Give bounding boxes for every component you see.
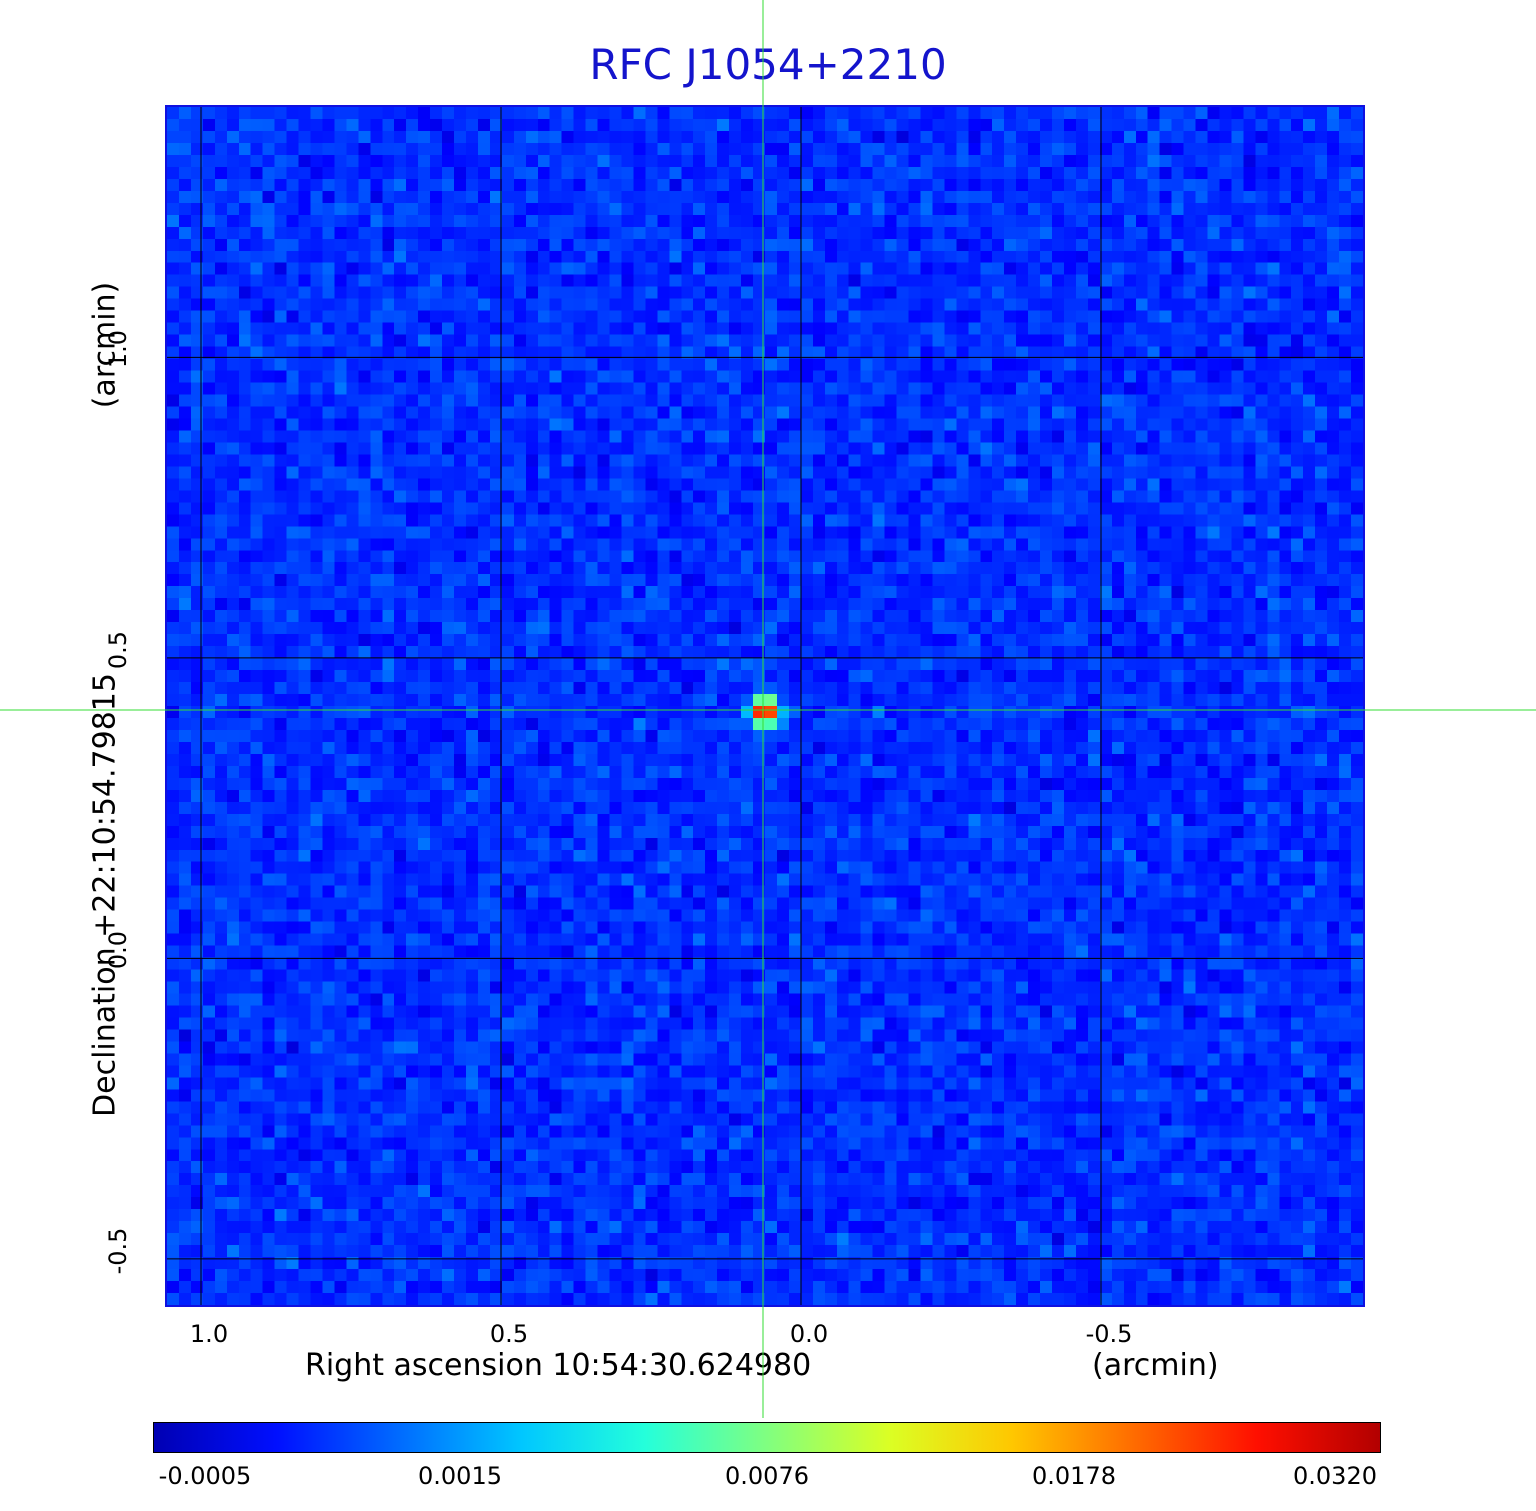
y-tick-label: 0.5 <box>104 630 132 669</box>
chart-title: RFC J1054+2210 <box>589 40 947 89</box>
colorbar-tick-label: 0.0015 <box>418 1462 502 1490</box>
colorbar-tick-label: 0.0076 <box>725 1462 809 1490</box>
x-tick-label: 0.5 <box>489 1320 529 1348</box>
x-axis-label: Right ascension 10:54:30.624980 <box>305 1348 812 1383</box>
x-tick-label: 0.0 <box>789 1320 829 1348</box>
y-axis-label: Declination +22:10:54.79815 <box>87 673 123 1117</box>
colorbar <box>153 1422 1381 1453</box>
x-tick-label: -0.5 <box>1085 1320 1133 1348</box>
x-tick-label: 1.0 <box>189 1320 229 1348</box>
colorbar-tick-label: 0.0320 <box>1293 1462 1377 1490</box>
colorbar-tick-label: 0.0178 <box>1032 1462 1116 1490</box>
image-plot-area[interactable] <box>165 105 1365 1307</box>
y-axis-unit: (arcmin) <box>87 281 123 409</box>
grid-lines <box>167 107 1363 1305</box>
y-tick-label: -0.5 <box>104 1227 132 1275</box>
colorbar-tick-label: -0.0005 <box>158 1462 252 1490</box>
x-axis-unit: (arcmin) <box>1092 1348 1219 1383</box>
intensity-heatmap <box>167 107 1363 1305</box>
